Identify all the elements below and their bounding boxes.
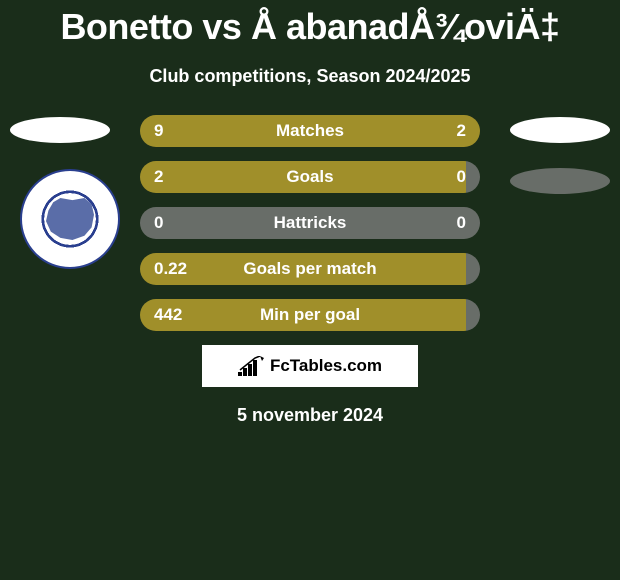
brand-logo-icon bbox=[238, 356, 264, 376]
player-right-marker-1 bbox=[510, 117, 610, 143]
stat-row: 0.22Goals per match bbox=[140, 253, 480, 285]
stat-value-right: 0 bbox=[457, 213, 466, 233]
stat-row: 442Min per goal bbox=[140, 299, 480, 331]
stat-bar-left: 442 bbox=[140, 299, 466, 331]
stat-value-left: 442 bbox=[154, 305, 182, 325]
stat-value-right: 2 bbox=[457, 121, 466, 141]
brand-inner: FcTables.com bbox=[205, 348, 415, 384]
stat-bar-left: 0.22 bbox=[140, 253, 466, 285]
stat-bar-left: 9 bbox=[140, 115, 405, 147]
page-subtitle: Club competitions, Season 2024/2025 bbox=[0, 66, 620, 87]
brand-box[interactable]: FcTables.com bbox=[202, 345, 418, 387]
stat-value-left: 2 bbox=[154, 167, 163, 187]
stats-bars: 92Matches20Goals00Hattricks0.22Goals per… bbox=[140, 115, 480, 331]
badge-map-icon bbox=[46, 198, 94, 240]
stat-value-left: 9 bbox=[154, 121, 163, 141]
stat-value-left: 0 bbox=[154, 213, 163, 233]
stat-bar-right: 2 bbox=[405, 115, 480, 147]
stat-bar-left: 0 bbox=[140, 207, 466, 239]
stat-bar-right: 0 bbox=[466, 207, 480, 239]
stat-row: 20Goals bbox=[140, 161, 480, 193]
stat-row: 92Matches bbox=[140, 115, 480, 147]
stat-bar-right bbox=[466, 299, 480, 331]
stat-bar-right: 0 bbox=[466, 161, 480, 193]
brand-text: FcTables.com bbox=[270, 356, 382, 376]
club-badge-circle bbox=[20, 169, 120, 269]
date-text: 5 november 2024 bbox=[0, 405, 620, 426]
page-title: Bonetto vs Å abanadÅ¾oviÄ‡ bbox=[0, 0, 620, 48]
player-left-marker bbox=[10, 117, 110, 143]
stat-bar-right bbox=[466, 253, 480, 285]
stat-row: 00Hattricks bbox=[140, 207, 480, 239]
stat-value-right: 0 bbox=[457, 167, 466, 187]
stat-value-left: 0.22 bbox=[154, 259, 187, 279]
content-area: 92Matches20Goals00Hattricks0.22Goals per… bbox=[0, 115, 620, 426]
club-badge-left bbox=[20, 169, 120, 269]
player-right-marker-2 bbox=[510, 168, 610, 194]
stat-bar-left: 2 bbox=[140, 161, 466, 193]
